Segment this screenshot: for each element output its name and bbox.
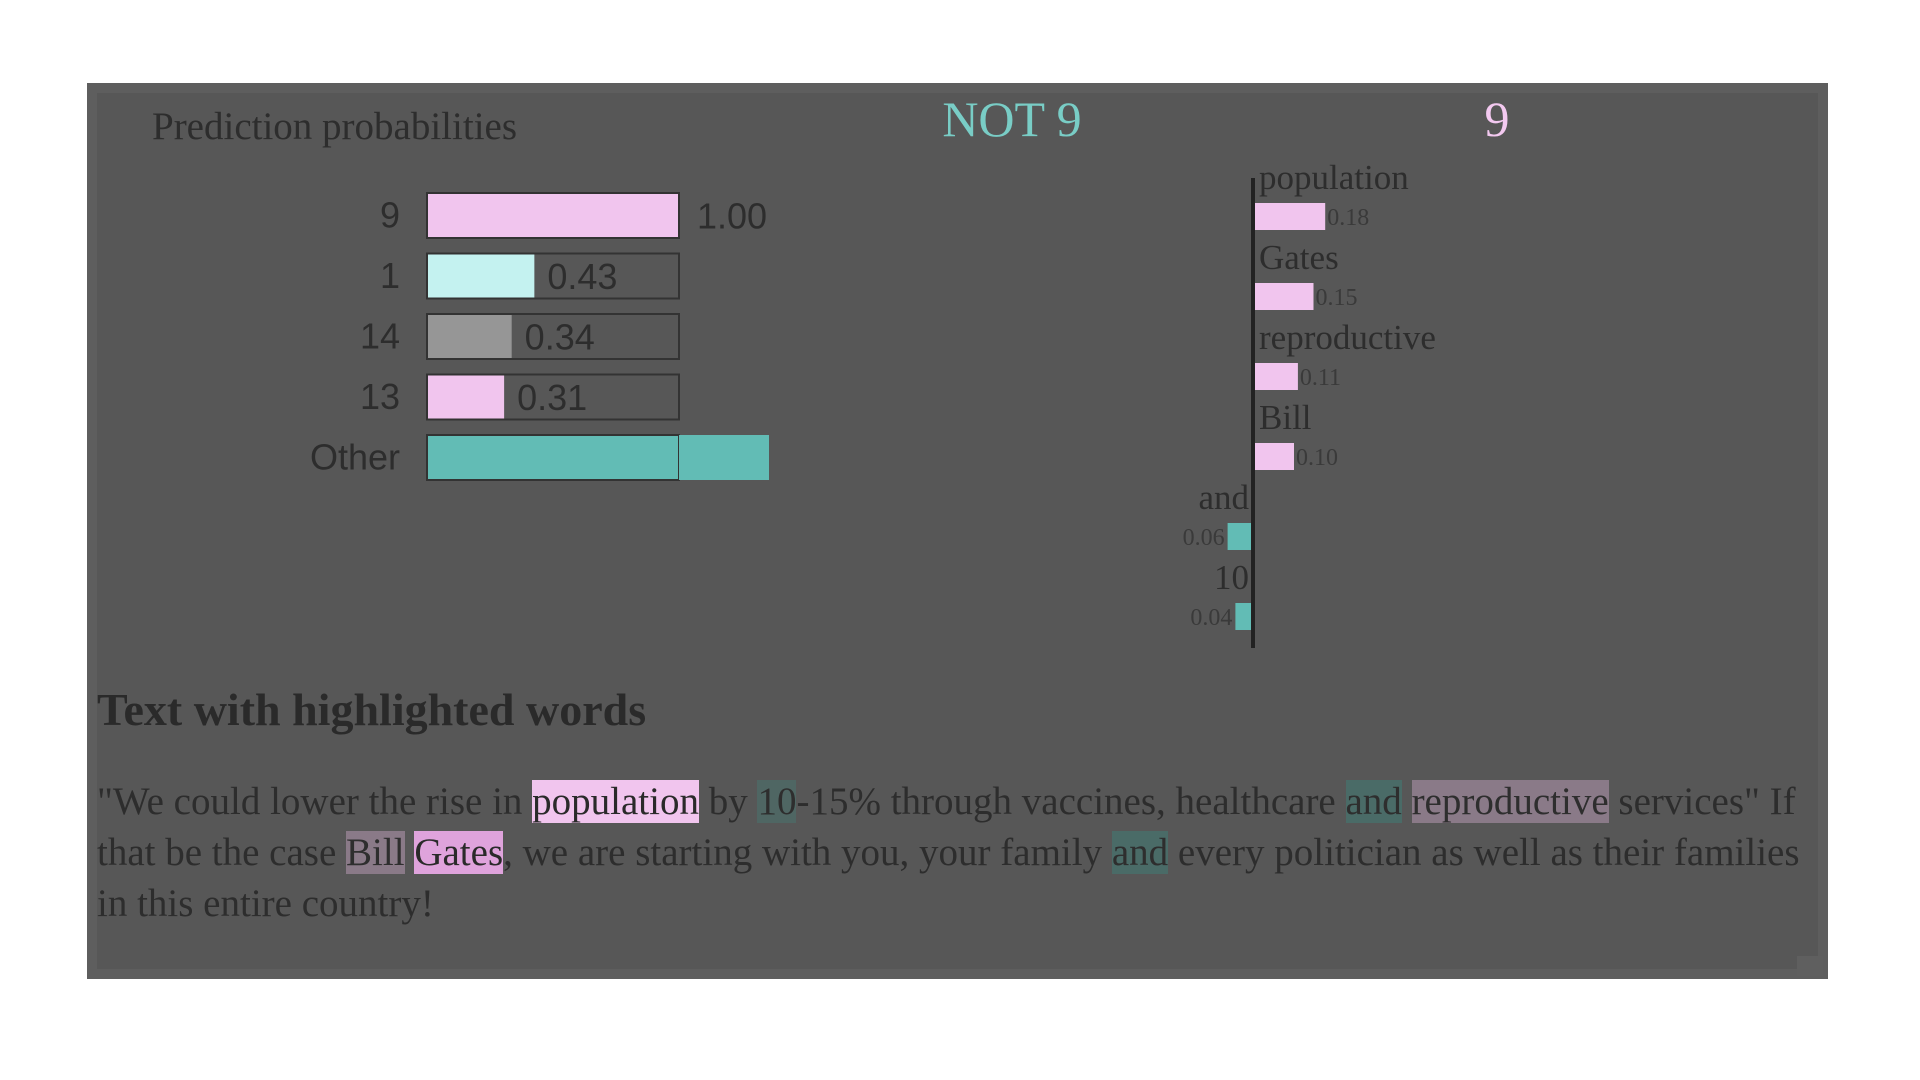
prob-bar-frame	[426, 313, 680, 360]
resize-corner	[1797, 956, 1823, 976]
prediction-probabilities-title: Prediction probabilities	[152, 105, 517, 148]
feature-bar	[1255, 443, 1294, 470]
feature-label: 10	[1214, 558, 1249, 597]
feature-label: and	[1198, 478, 1249, 517]
highlighted-word: 10	[757, 780, 797, 823]
highlighted-text-section: Text with highlighted words "We could lo…	[97, 683, 1817, 929]
prob-bar	[428, 315, 512, 358]
prob-value-label: 0.31	[517, 377, 587, 418]
highlighted-word: and	[1345, 780, 1402, 823]
class-label-not-9: NOT 9	[942, 91, 1081, 147]
prob-bar	[428, 375, 505, 419]
prob-category-label: 1	[380, 255, 400, 296]
text-segment: services" If that be the case	[97, 780, 1796, 874]
text-segment	[405, 831, 415, 874]
prob-bar-frame	[426, 373, 680, 421]
text-segment	[1402, 780, 1412, 823]
feature-value-label: 0.10	[1296, 445, 1338, 471]
feature-value-label: 0.04	[1190, 605, 1232, 631]
feature-bar	[1255, 363, 1298, 390]
feature-value-label: 0.15	[1316, 285, 1358, 311]
prob-bar	[426, 434, 680, 481]
prob-value-label: 0.34	[525, 317, 595, 358]
prob-bar-frame	[426, 252, 680, 300]
prob-category-label: Other	[310, 437, 400, 478]
explanation-panel: Prediction probabilities 9 1.00 1 0.43 14 0.3…	[87, 83, 1828, 979]
prob-category-label: 9	[380, 195, 400, 236]
highlighted-word: reproductive	[1411, 780, 1609, 823]
feature-bar	[1255, 283, 1314, 310]
prob-bar-frame	[426, 192, 680, 239]
highlighted-text-heading: Text with highlighted words	[97, 684, 647, 735]
feature-label: reproductive	[1259, 318, 1436, 357]
prob-value-label: 1.00	[697, 196, 767, 237]
prob-category-label: 14	[360, 316, 400, 357]
text-segment: every politician as well as their famili…	[97, 831, 1800, 925]
class-label-9: 9	[1485, 91, 1510, 147]
feature-bar	[1227, 523, 1251, 550]
feature-value-label: 0.06	[1183, 525, 1225, 551]
explanation-charts: Prediction probabilities 9 1.00 1 0.43 14 0.3…	[152, 91, 1510, 648]
feature-bar	[1235, 603, 1251, 630]
feature-bar	[1255, 203, 1326, 230]
prob-bar	[428, 194, 678, 237]
highlighted-word: Bill	[346, 831, 405, 874]
prob-category-label: 13	[360, 376, 400, 417]
text-segment: by	[698, 780, 758, 823]
feature-value-label: 0.18	[1327, 205, 1369, 231]
text-segment: -15% through vaccines, healthcare	[796, 780, 1346, 823]
feature-label: population	[1259, 158, 1409, 197]
feature-value-label: 0.11	[1300, 365, 1341, 391]
highlighted-text-body: "We could lower the rise in population b…	[97, 776, 1817, 929]
text-segment: "We could lower the rise in	[97, 780, 533, 823]
prob-value-label: 0.43	[547, 256, 617, 297]
highlighted-word: population	[532, 780, 699, 823]
prob-bar-overflow	[679, 435, 769, 480]
prob-bar	[428, 254, 535, 298]
highlighted-word: and	[1111, 831, 1169, 874]
text-segment: , we are starting with you, your family	[503, 831, 1112, 874]
feature-label: Bill	[1259, 398, 1312, 437]
feature-label: Gates	[1259, 238, 1339, 277]
highlighted-word: Gates	[414, 831, 504, 874]
